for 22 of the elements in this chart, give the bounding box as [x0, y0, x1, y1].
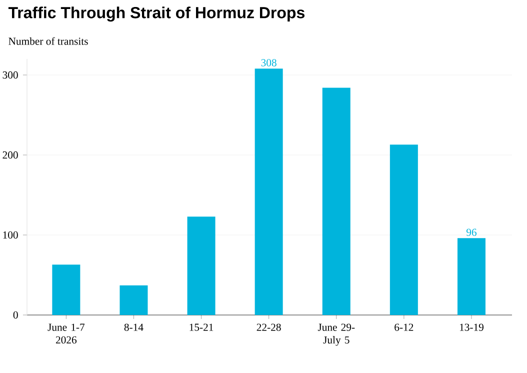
- y-tick-label: 100: [3, 231, 18, 239]
- x-tick-label: 13-19: [460, 324, 484, 331]
- x-tick-label: 6-12: [394, 324, 414, 331]
- y-tick-label: 300: [2, 71, 18, 79]
- bar: [457, 238, 486, 315]
- bar: [120, 285, 148, 315]
- bar: [322, 88, 350, 315]
- x-tick-label: 15-21: [190, 324, 214, 331]
- bar: [390, 144, 418, 315]
- bar: [52, 264, 80, 315]
- data-label: 308: [261, 59, 276, 66]
- x-tick-label: June 1-7 2026: [48, 324, 85, 344]
- data-label: 96: [466, 228, 476, 236]
- y-axis-title: Number of transits: [8, 37, 88, 45]
- y-tick-label: 200: [2, 151, 18, 159]
- bar: [254, 68, 283, 315]
- chart-title: Traffic Through Strait of Hormuz Drops: [8, 6, 304, 22]
- y-tick-label: 0: [13, 311, 18, 319]
- x-tick-label: 22-28: [256, 324, 281, 331]
- bar: [187, 216, 216, 315]
- x-tick-label: 8-14: [124, 324, 144, 331]
- x-tick-label: June 29- July 5: [318, 324, 355, 346]
